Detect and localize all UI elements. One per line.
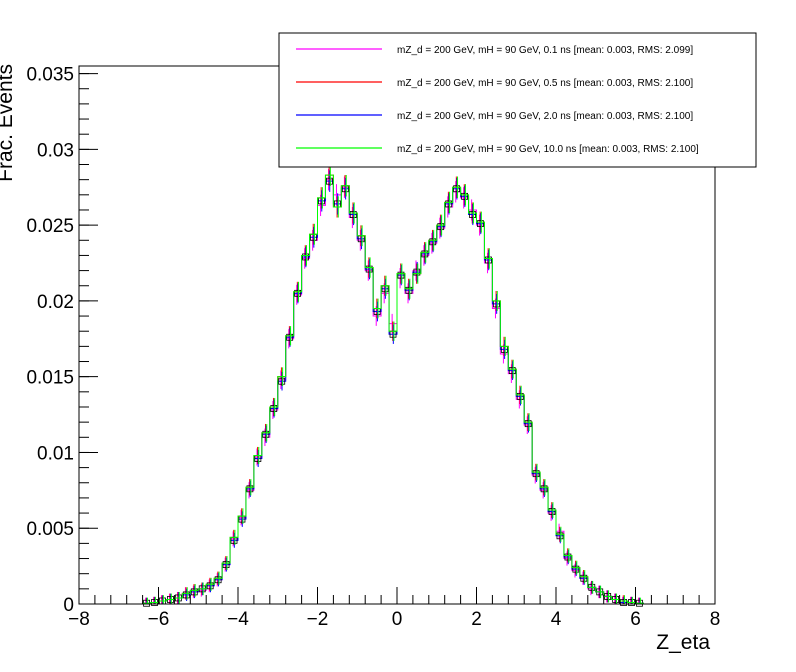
series-2-marker bbox=[453, 185, 461, 193]
series-2-marker bbox=[246, 485, 254, 493]
series-2-marker bbox=[214, 576, 222, 584]
legend: mZ_d = 200 GeV, mH = 90 GeV, 0.1 ns [mea… bbox=[278, 32, 757, 168]
series-2-marker bbox=[326, 177, 333, 185]
series-2-marker bbox=[365, 265, 373, 273]
series-2-marker bbox=[413, 268, 421, 276]
series-3 bbox=[79, 164, 715, 605]
legend-entry-1: mZ_d = 200 GeV, mH = 90 GeV, 0.5 ns [mea… bbox=[397, 78, 693, 89]
series-2-marker bbox=[445, 200, 453, 208]
x-tick-label: −8 bbox=[68, 609, 90, 630]
series-2-marker bbox=[620, 599, 627, 606]
series-2-marker bbox=[532, 470, 540, 478]
series-layer bbox=[79, 164, 715, 607]
x-tick-label: 4 bbox=[551, 609, 562, 630]
x-tick-label: 0 bbox=[392, 609, 403, 630]
series-2-marker bbox=[278, 377, 286, 385]
series-2-marker bbox=[516, 392, 524, 400]
series-2-marker bbox=[572, 565, 580, 573]
y-tick-label: 0.005 bbox=[26, 519, 74, 540]
y-tick-label: 0 bbox=[63, 595, 74, 616]
series-2-marker bbox=[190, 588, 198, 596]
series-2-marker bbox=[508, 367, 516, 375]
y-tick-label: 0.01 bbox=[37, 443, 74, 464]
series-2-marker bbox=[461, 192, 468, 200]
y-tick-label: 0.015 bbox=[26, 368, 74, 389]
series-2-marker bbox=[485, 256, 492, 264]
series-2-marker bbox=[524, 420, 532, 428]
series-2-marker bbox=[429, 238, 437, 246]
x-tick-label: −6 bbox=[148, 609, 170, 630]
series-2-marker bbox=[556, 532, 564, 540]
y-axis-title: Frac. Events bbox=[0, 64, 17, 182]
x-tick-label: 6 bbox=[630, 609, 641, 630]
y-tick-label: 0.025 bbox=[26, 216, 74, 237]
x-axis-title: Z_eta bbox=[656, 631, 710, 654]
series-2-marker bbox=[548, 508, 556, 515]
x-tick-label: 8 bbox=[710, 609, 721, 630]
series-2-marker bbox=[222, 561, 230, 568]
legend-entry-0: mZ_d = 200 GeV, mH = 90 GeV, 0.1 ns [mea… bbox=[397, 45, 693, 56]
series-2-marker bbox=[270, 405, 278, 412]
legend-box bbox=[278, 32, 757, 168]
series-2-marker bbox=[302, 253, 309, 261]
series-2-marker bbox=[469, 211, 476, 218]
series-2-marker bbox=[206, 582, 214, 590]
series-2-marker bbox=[421, 250, 429, 258]
legend-entry-3: mZ_d = 200 GeV, mH = 90 GeV, 10.0 ns [me… bbox=[397, 144, 699, 155]
x-tick-label: 2 bbox=[471, 609, 482, 630]
series-2-marker bbox=[182, 591, 190, 599]
series-2-marker bbox=[294, 289, 302, 297]
series-2-marker bbox=[262, 430, 270, 438]
series-2-marker bbox=[349, 211, 357, 218]
y-tick-label: 0.03 bbox=[37, 140, 74, 161]
series-2-marker bbox=[405, 286, 413, 294]
series-2-marker bbox=[397, 271, 405, 279]
series-2-marker bbox=[437, 223, 445, 231]
x-tick-label: −4 bbox=[227, 609, 249, 630]
x-tick-label: −2 bbox=[307, 609, 329, 630]
series-2-marker bbox=[477, 220, 484, 228]
y-tick-label: 0.035 bbox=[26, 65, 74, 86]
series-3-line bbox=[79, 174, 715, 605]
series-2-marker bbox=[580, 574, 588, 582]
series-2-marker bbox=[540, 485, 548, 493]
legend-entry-2: mZ_d = 200 GeV, mH = 90 GeV, 2.0 ns [mea… bbox=[397, 111, 693, 122]
series-2-marker bbox=[286, 333, 294, 341]
axes-layer: −8 −6 −4 −2 0 2 4 6 8 0 0.005 0.01 0.015 0.02 0.025 0.0… bbox=[26, 65, 720, 630]
y-tick-label: 0.02 bbox=[37, 292, 74, 313]
series-2-marker bbox=[564, 553, 572, 561]
